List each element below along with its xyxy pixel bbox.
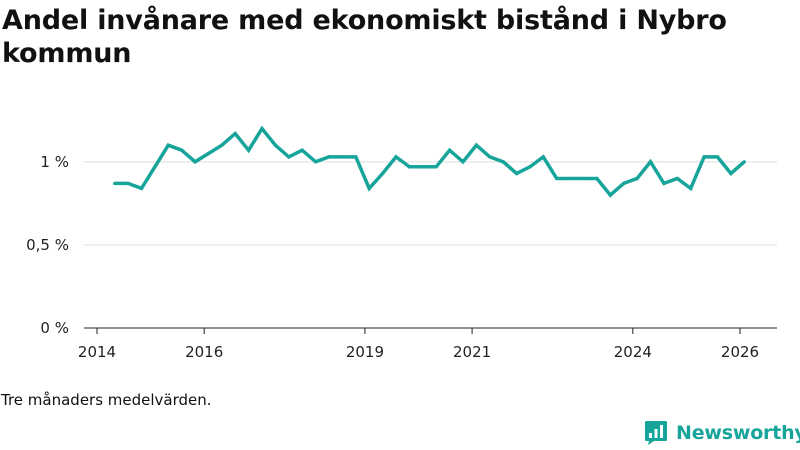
data-point — [541, 155, 545, 159]
x-axis-ticks: 2014 2016 2019 2021 2024 2026 — [78, 328, 759, 361]
y-tick-label: 0 % — [40, 319, 69, 337]
line-chart: 0 % 0,5 % 1 % 2014 2016 2019 2021 2024 2026 — [26, 125, 777, 361]
data-point — [407, 165, 411, 169]
data-point — [648, 160, 653, 164]
data-point — [501, 160, 505, 164]
data-point — [528, 165, 532, 169]
chart-title: Andel invånare med ekonomiskt bistånd i … — [2, 5, 727, 69]
data-point — [180, 148, 184, 152]
data-point — [247, 148, 251, 152]
x-tick-label: 2014 — [78, 343, 116, 361]
data-point — [206, 151, 211, 156]
data-point — [608, 193, 612, 197]
y-tick-label: 1 % — [40, 153, 69, 171]
data-point — [514, 171, 519, 176]
data-point — [622, 181, 626, 186]
data-point — [742, 160, 746, 164]
footnote: Tre månaders medelvärden. — [1, 391, 212, 409]
data-point — [273, 143, 278, 147]
data-point — [595, 176, 599, 181]
data-point — [126, 181, 130, 186]
data-point — [367, 186, 371, 191]
y-tick-label: 0,5 % — [26, 236, 69, 254]
y-axis-labels: 0 % 0,5 % 1 % — [26, 153, 69, 337]
data-point — [662, 181, 666, 186]
data-point — [287, 155, 291, 159]
data-point — [689, 186, 693, 191]
data-point — [421, 165, 425, 169]
grid-lines — [84, 161, 777, 246]
data-point — [220, 143, 224, 147]
newsworthy-logo-icon — [645, 421, 667, 445]
data-point — [139, 186, 144, 191]
data-point — [675, 176, 679, 181]
series-layer — [113, 125, 746, 198]
x-tick-label: 2026 — [721, 343, 759, 361]
data-point — [715, 155, 720, 159]
data-point — [233, 132, 237, 136]
data-point — [327, 155, 331, 159]
data-point — [488, 155, 492, 159]
brand-logo[interactable]: Newsworthy — [644, 420, 800, 446]
data-point — [568, 176, 572, 181]
data-point — [474, 143, 478, 147]
data-point — [447, 148, 452, 152]
data-point — [581, 176, 586, 181]
brand-name: Newsworthy — [676, 422, 800, 444]
data-point — [113, 181, 117, 186]
data-point — [260, 127, 264, 131]
data-point — [555, 176, 559, 181]
data-point — [461, 160, 465, 164]
data-point — [193, 160, 197, 164]
x-tick-label: 2024 — [614, 343, 652, 361]
data-point — [635, 176, 639, 181]
data-point — [166, 143, 170, 147]
x-tick-label: 2019 — [346, 343, 384, 361]
data-point — [394, 155, 398, 159]
x-tick-label: 2021 — [453, 343, 491, 361]
data-point — [354, 155, 358, 159]
x-tick-label: 2016 — [185, 343, 223, 361]
series-line — [114, 125, 746, 198]
data-point — [340, 155, 345, 159]
data-point — [380, 171, 385, 176]
data-point — [314, 160, 318, 164]
data-point — [153, 165, 157, 169]
data-point — [702, 155, 706, 159]
data-point — [300, 148, 304, 152]
data-point — [729, 171, 733, 176]
data-point — [434, 165, 438, 169]
